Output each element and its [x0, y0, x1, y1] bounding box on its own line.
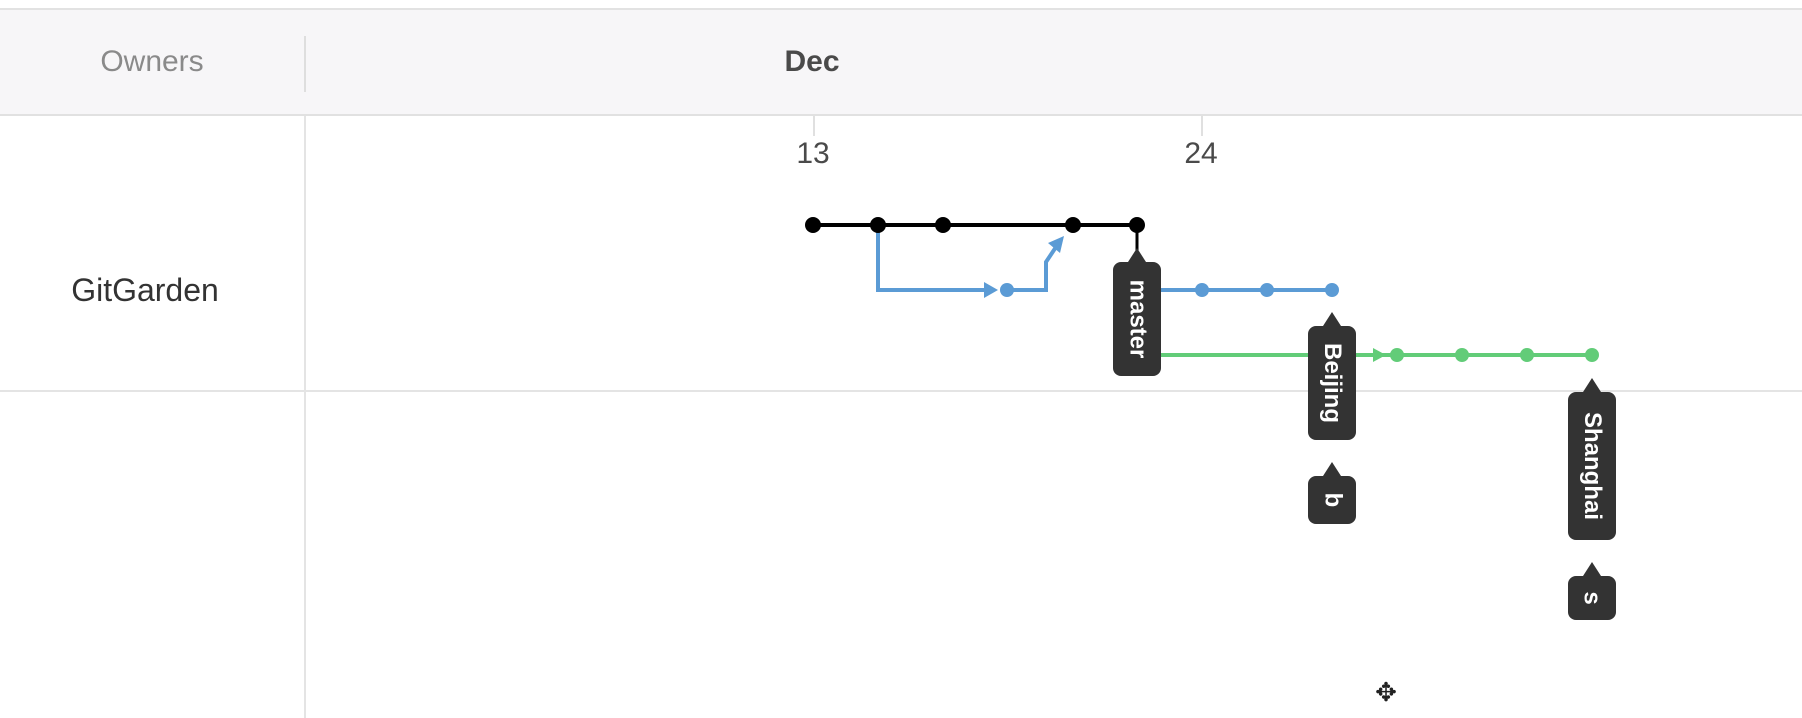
beijing-commit-3[interactable]	[1325, 283, 1339, 297]
owner-name-gitgarden[interactable]: GitGarden	[71, 271, 219, 308]
top-border	[0, 0, 1802, 10]
feature-commit-1[interactable]	[1000, 283, 1014, 297]
tag-label-b-text: b	[1318, 492, 1346, 508]
branch-label-beijing[interactable]: Beijing	[1308, 312, 1356, 440]
tag-label-s-text: s	[1578, 591, 1606, 605]
day-label-24: 24	[1184, 137, 1218, 170]
day-label-13: 13	[796, 137, 830, 170]
branch-label-beijing-text: Beijing	[1319, 342, 1347, 424]
shanghai-branch-arrow	[1373, 348, 1386, 362]
timeline-header: Owners Dec	[0, 10, 1802, 116]
branch-label-master[interactable]: master	[1113, 248, 1161, 376]
branch-label-master-text: master	[1124, 279, 1151, 359]
shanghai-commit-2[interactable]	[1455, 348, 1469, 362]
feature-merge-arrow	[1048, 236, 1064, 253]
branch-label-shanghai-text: Shanghai	[1579, 411, 1607, 521]
branch-label-shanghai[interactable]: Shanghai	[1568, 378, 1616, 540]
master-commit-4[interactable]	[1065, 217, 1081, 233]
tag-label-b[interactable]: b	[1308, 462, 1356, 524]
shanghai-commit-4[interactable]	[1585, 348, 1599, 362]
master-commit-1[interactable]	[805, 217, 821, 233]
beijing-commit-2[interactable]	[1260, 283, 1274, 297]
beijing-commit-1[interactable]	[1195, 283, 1209, 297]
day-tick-24	[1201, 116, 1203, 136]
master-commit-3[interactable]	[935, 217, 951, 233]
tag-label-s[interactable]: s	[1568, 562, 1616, 620]
month-label: Dec	[784, 45, 840, 78]
shanghai-commit-1[interactable]	[1390, 348, 1404, 362]
master-commit-2[interactable]	[870, 217, 886, 233]
feature-branch-path	[876, 225, 988, 292]
owners-column-header: Owners	[100, 45, 204, 78]
owners-column-divider	[304, 116, 306, 718]
shanghai-commit-3[interactable]	[1520, 348, 1534, 362]
feature-merge-path	[1008, 242, 1060, 292]
feature-branch-arrow	[984, 282, 998, 298]
day-tick-13	[813, 116, 815, 136]
master-commit-5[interactable]	[1129, 217, 1145, 233]
move-cursor-icon: ✥	[1375, 677, 1397, 707]
header-separator	[304, 36, 306, 92]
owner-row-divider	[0, 390, 1802, 392]
